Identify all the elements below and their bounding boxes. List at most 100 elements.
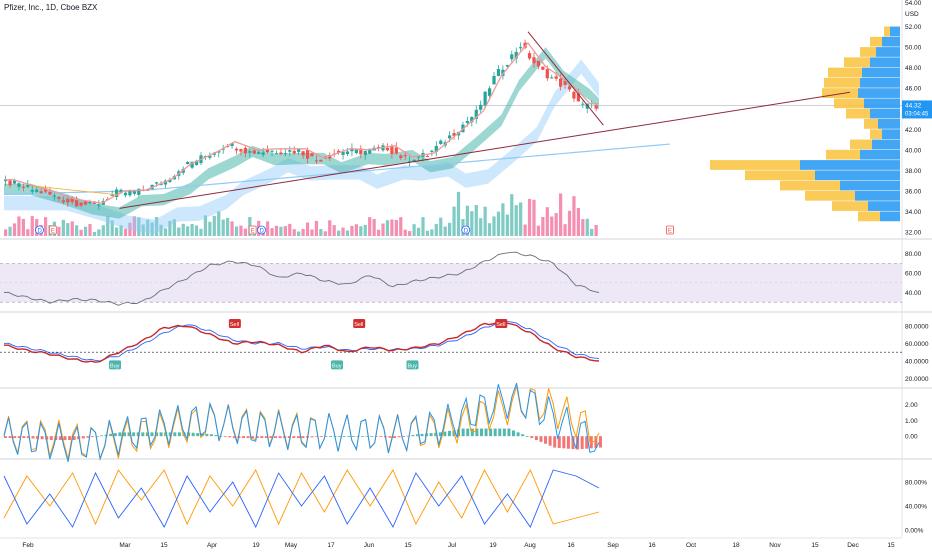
macd-histogram-bar <box>100 435 104 437</box>
macd-histogram-bar <box>585 436 589 449</box>
time-axis-label: May <box>285 542 298 549</box>
volume-bar <box>97 229 101 236</box>
volume-bar <box>443 226 447 236</box>
candle-body <box>110 194 114 196</box>
macd-histogram-bar <box>594 436 598 448</box>
volume-bar <box>119 225 123 236</box>
candle-body <box>403 155 407 157</box>
earnings-icon[interactable] <box>48 225 57 235</box>
buy-signal-badge[interactable] <box>406 360 419 370</box>
volume-bar <box>554 213 558 236</box>
macd-histogram-bar <box>406 435 410 437</box>
oscillator-axis-label: 0.00% <box>905 528 924 535</box>
macd-histogram-bar <box>214 435 218 437</box>
macd-histogram-bar <box>31 436 35 439</box>
macd-histogram-bar <box>17 436 21 439</box>
sell-signal-badge[interactable] <box>228 319 241 329</box>
earnings-icon[interactable] <box>666 225 674 235</box>
macd-histogram-bar <box>379 436 383 437</box>
candle-body <box>492 76 496 85</box>
dividend-icon[interactable] <box>461 225 471 235</box>
volume-bar <box>123 228 128 236</box>
volume-bar <box>310 229 314 236</box>
stoch-axis-label: 80.0000 <box>905 323 929 330</box>
buy-signal-badge[interactable] <box>331 360 343 370</box>
macd-histogram-bar <box>365 436 369 437</box>
volume-bar <box>576 208 580 236</box>
candle-body <box>30 189 34 192</box>
volume-bar <box>101 225 105 236</box>
volume-bar <box>536 225 541 236</box>
macd-histogram-bar <box>301 436 305 439</box>
oscillator-blue-line <box>3 469 600 529</box>
candle-body <box>221 148 225 150</box>
candle-body <box>527 53 532 59</box>
volume-bar <box>8 226 12 236</box>
macd-histogram-bar <box>310 436 314 438</box>
volume-bar <box>385 220 390 236</box>
dividend-icon[interactable] <box>35 225 44 235</box>
candle-body <box>390 146 394 154</box>
candle-body <box>532 57 536 64</box>
candle-body <box>470 117 474 123</box>
stoch-k-line <box>4 321 600 363</box>
macd-histogram-bar <box>223 436 227 437</box>
volume-profile-down-bar <box>822 88 858 98</box>
candle-body <box>430 150 434 152</box>
candle-body <box>545 69 549 79</box>
volume-bar <box>17 216 21 236</box>
stoch-axis-label: 40.0000 <box>905 359 929 366</box>
candle-body <box>594 105 598 109</box>
macd-histogram-bar <box>13 436 17 439</box>
macd-histogram-bar <box>324 436 328 437</box>
resistance-trendline[interactable] <box>527 31 604 126</box>
candle-body <box>217 151 221 153</box>
macd-line <box>3 382 600 463</box>
volume-bar <box>430 229 434 236</box>
ma-ribbon-green <box>4 47 599 219</box>
volume-bar <box>234 226 239 236</box>
candle-body <box>363 150 367 155</box>
candle-body <box>368 148 372 154</box>
support-trendline[interactable] <box>119 91 851 209</box>
buy-signal-badge[interactable] <box>109 360 121 370</box>
earnings-icon[interactable] <box>248 225 257 235</box>
time-axis-label: Jul <box>448 542 457 549</box>
candle-body <box>474 109 478 119</box>
candle-body <box>230 143 234 147</box>
volume-bar <box>390 219 394 236</box>
candle-body <box>550 77 554 79</box>
dividend-icon[interactable] <box>257 225 266 235</box>
candle-body <box>328 154 332 159</box>
volume-bar <box>514 205 518 236</box>
sell-signal-badge[interactable] <box>495 319 508 329</box>
macd-histogram-bar <box>521 434 525 437</box>
volume-profile-down-bar <box>745 170 815 181</box>
time-axis-label: 17 <box>327 542 335 549</box>
volume-profile-up-bar <box>870 57 900 68</box>
sell-signal-badge[interactable] <box>353 319 366 329</box>
volume-bar <box>483 206 487 236</box>
macd-histogram-bar <box>173 432 177 437</box>
price-axis-label: 32.00 <box>905 230 922 237</box>
volume-profile-down-bar <box>860 47 876 57</box>
volume-profile-up-bar <box>890 26 900 37</box>
macd-histogram-bar <box>512 430 516 437</box>
candle-body <box>337 150 341 153</box>
macd-histogram-bar <box>132 432 136 437</box>
volume-bar <box>61 219 65 236</box>
volume-bar <box>132 216 136 236</box>
volume-profile-up-bar <box>860 77 900 88</box>
macd-histogram-bar <box>420 433 424 437</box>
volume-bar <box>590 228 594 236</box>
volume-bar <box>541 217 545 236</box>
candle-body <box>314 160 319 162</box>
candle-body <box>283 153 287 155</box>
volume-bar <box>416 227 421 236</box>
volume-bar <box>274 225 279 236</box>
macd-histogram-bar <box>489 428 493 437</box>
volume-bar <box>425 230 430 236</box>
macd-histogram-bar <box>328 436 332 437</box>
